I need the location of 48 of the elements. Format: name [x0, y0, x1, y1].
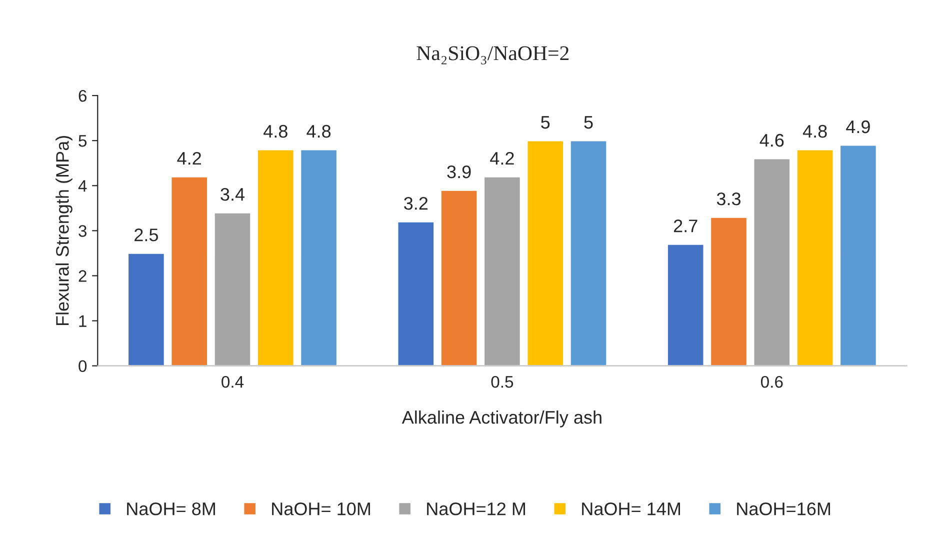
- data-label: 5: [541, 116, 550, 129]
- data-label: 4.6: [760, 134, 784, 147]
- legend-label: NaOH=12 M: [427, 502, 525, 516]
- data-label: 5: [584, 116, 593, 129]
- data-label: 3.2: [404, 196, 428, 210]
- data-label: 4.9: [846, 120, 870, 134]
- data-label: 2.7: [674, 220, 698, 232]
- bar: [127, 252, 166, 366]
- bar: [483, 176, 522, 366]
- legend-label: NaOH=16M: [737, 502, 830, 516]
- x-axis-title: Alkaline Activator/Fly ash: [402, 410, 602, 428]
- bar: [213, 212, 252, 366]
- x-tick-label: 0.5: [491, 376, 514, 388]
- bar: [839, 144, 878, 366]
- y-tick-label: 4: [78, 180, 87, 192]
- y-tick-label: 1: [79, 315, 86, 327]
- data-label: 4.2: [177, 152, 201, 165]
- legend-label: NaOH= 10M: [272, 502, 370, 516]
- y-tick-label: 2: [78, 270, 86, 282]
- bar: [666, 244, 705, 366]
- y-tick-label: 3: [78, 225, 86, 237]
- x-tick-label: 0.6: [760, 376, 783, 388]
- data-label: 3.3: [716, 192, 741, 206]
- data-label: 4.8: [306, 124, 331, 138]
- y-tick-label: 6: [78, 90, 86, 102]
- legend-label: NaOH= 14M: [582, 502, 680, 516]
- bar: [796, 148, 834, 366]
- legend-label: NaOH= 8M: [127, 502, 215, 516]
- bar: [256, 148, 295, 366]
- data-label: 4.8: [264, 124, 288, 138]
- data-label: 4.8: [802, 124, 827, 138]
- data-label: 4.2: [490, 152, 514, 165]
- x-tick-label: 0.4: [222, 376, 244, 388]
- bar: [396, 220, 435, 366]
- y-tick-label: 0: [78, 360, 87, 372]
- bar: [440, 189, 478, 366]
- bar: [710, 216, 748, 366]
- data-label: 2.5: [134, 228, 158, 242]
- bar: [170, 176, 208, 366]
- bar: [300, 148, 338, 366]
- bar: [569, 140, 608, 366]
- y-axis-title: Flexural Strength (MPa): [56, 136, 72, 326]
- bar: [752, 158, 791, 366]
- bar: [526, 140, 564, 366]
- y-tick-label: 5: [78, 135, 87, 147]
- data-label: 3.4: [220, 188, 245, 201]
- data-label: 3.9: [447, 165, 471, 178]
- chart-title: Na₂SiO₃/NaOH=2: [416, 46, 569, 64]
